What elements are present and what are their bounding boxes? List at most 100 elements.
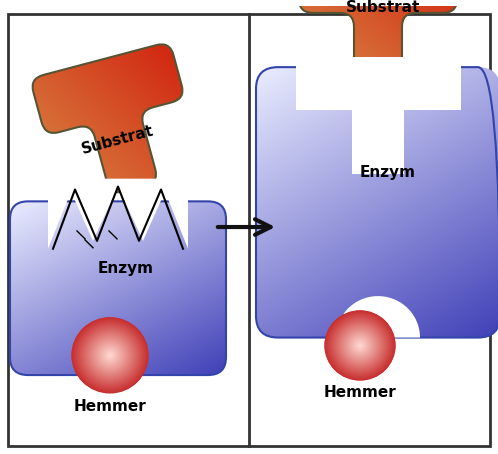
Circle shape	[335, 321, 385, 370]
Circle shape	[331, 317, 389, 374]
Circle shape	[81, 326, 139, 385]
Circle shape	[339, 324, 381, 366]
Circle shape	[328, 314, 392, 377]
Circle shape	[92, 337, 128, 373]
Circle shape	[357, 342, 363, 349]
Circle shape	[341, 327, 379, 364]
Circle shape	[96, 342, 124, 369]
Circle shape	[342, 327, 378, 364]
Circle shape	[99, 345, 121, 366]
Circle shape	[75, 321, 145, 390]
Circle shape	[327, 313, 393, 378]
Circle shape	[332, 317, 388, 374]
Circle shape	[346, 331, 374, 360]
Circle shape	[329, 314, 391, 376]
Circle shape	[93, 338, 127, 372]
Circle shape	[337, 323, 383, 368]
Circle shape	[102, 347, 118, 363]
Circle shape	[351, 336, 369, 355]
Circle shape	[360, 345, 361, 346]
Circle shape	[330, 316, 390, 375]
Circle shape	[104, 349, 116, 361]
FancyBboxPatch shape	[8, 14, 490, 446]
Circle shape	[89, 334, 131, 376]
Circle shape	[81, 327, 139, 384]
Circle shape	[355, 340, 365, 350]
Circle shape	[338, 323, 382, 367]
Circle shape	[344, 330, 376, 361]
Circle shape	[83, 329, 137, 382]
Circle shape	[334, 320, 386, 371]
Circle shape	[344, 330, 376, 361]
Circle shape	[358, 343, 363, 348]
Circle shape	[108, 353, 112, 357]
Text: Enzym: Enzym	[360, 165, 416, 180]
Circle shape	[104, 350, 116, 361]
Circle shape	[103, 348, 118, 363]
Circle shape	[74, 320, 145, 390]
Circle shape	[78, 324, 142, 387]
Circle shape	[76, 321, 144, 389]
Circle shape	[106, 351, 114, 359]
Circle shape	[105, 350, 115, 360]
Circle shape	[109, 354, 112, 357]
Circle shape	[358, 344, 362, 347]
Circle shape	[351, 336, 370, 355]
Circle shape	[354, 340, 366, 351]
Circle shape	[352, 337, 369, 354]
Circle shape	[342, 328, 378, 363]
Circle shape	[325, 311, 394, 380]
Circle shape	[77, 323, 143, 388]
Circle shape	[107, 352, 113, 358]
Circle shape	[89, 335, 131, 376]
Circle shape	[340, 326, 379, 365]
Circle shape	[106, 351, 114, 360]
Circle shape	[98, 343, 123, 367]
Circle shape	[333, 319, 386, 372]
Circle shape	[333, 319, 387, 372]
Circle shape	[347, 333, 373, 358]
Circle shape	[345, 331, 375, 360]
Circle shape	[340, 325, 380, 366]
Circle shape	[90, 335, 130, 375]
Circle shape	[95, 340, 125, 370]
Text: Hemmer: Hemmer	[324, 385, 396, 400]
Circle shape	[73, 318, 147, 392]
Circle shape	[336, 322, 383, 369]
Circle shape	[73, 319, 147, 392]
Circle shape	[359, 344, 362, 347]
Circle shape	[327, 313, 393, 378]
Circle shape	[355, 340, 365, 350]
Circle shape	[354, 339, 367, 352]
Text: Substrat: Substrat	[80, 123, 156, 157]
Circle shape	[337, 322, 383, 368]
Circle shape	[95, 341, 124, 370]
Circle shape	[94, 340, 126, 371]
Circle shape	[83, 329, 136, 381]
Circle shape	[93, 338, 127, 373]
Circle shape	[96, 341, 124, 370]
Polygon shape	[295, 57, 461, 174]
Circle shape	[79, 325, 141, 386]
Circle shape	[335, 321, 385, 370]
Circle shape	[82, 328, 138, 383]
Circle shape	[326, 312, 394, 379]
Circle shape	[330, 316, 390, 375]
Circle shape	[107, 352, 114, 359]
Circle shape	[91, 336, 129, 375]
Circle shape	[97, 342, 124, 369]
Circle shape	[358, 343, 362, 348]
Circle shape	[85, 331, 134, 380]
Circle shape	[84, 330, 136, 381]
Polygon shape	[336, 296, 420, 338]
Circle shape	[326, 312, 394, 379]
Circle shape	[86, 332, 134, 379]
Circle shape	[99, 344, 122, 366]
Circle shape	[108, 353, 113, 358]
Circle shape	[349, 335, 371, 356]
Circle shape	[78, 323, 142, 387]
Circle shape	[336, 322, 384, 369]
Circle shape	[97, 343, 123, 368]
Circle shape	[356, 341, 364, 349]
Circle shape	[76, 322, 144, 389]
